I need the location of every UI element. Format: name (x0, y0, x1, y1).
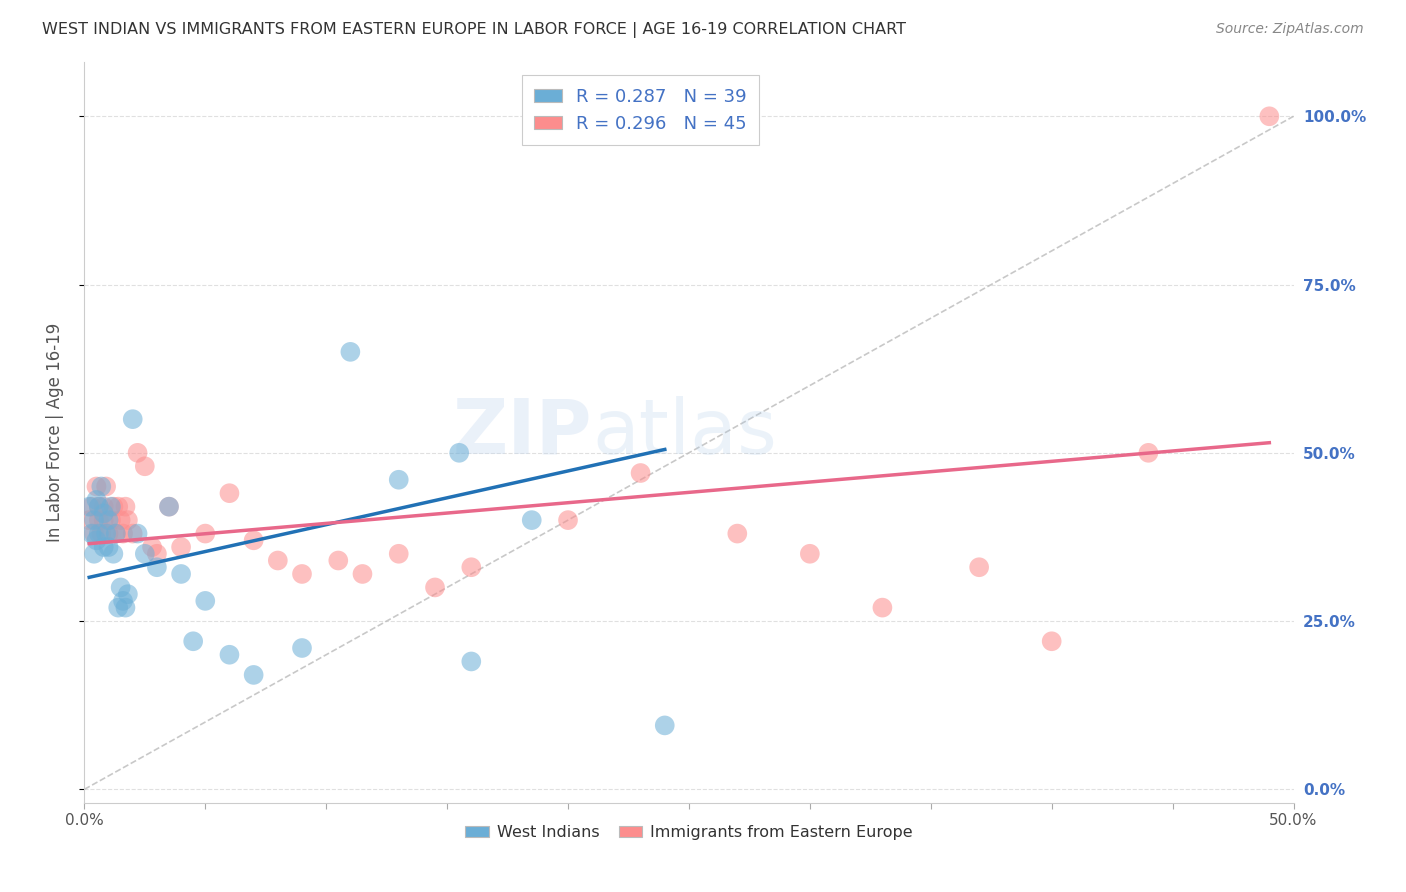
Text: ZIP: ZIP (453, 396, 592, 469)
Point (134, 547, 156, 561)
Point (194, 526, 217, 541)
Point (77, 513, 100, 527)
Point (460, 655, 482, 669)
Point (90, 479, 112, 493)
Point (1137, 446, 1160, 460)
Point (352, 566, 374, 581)
Point (1258, 109, 1281, 123)
Point (242, 533, 264, 548)
Point (86, 479, 108, 493)
Point (93, 540, 115, 554)
Point (291, 566, 314, 581)
Point (328, 553, 350, 567)
Point (80, 526, 103, 541)
Y-axis label: In Labor Force | Age 16-19: In Labor Force | Age 16-19 (45, 323, 63, 542)
Point (112, 526, 135, 541)
Point (112, 594, 135, 608)
Point (114, 600, 136, 615)
Point (110, 581, 132, 595)
Point (146, 560, 169, 574)
Point (104, 526, 127, 541)
Text: atlas: atlas (592, 396, 778, 469)
Text: WEST INDIAN VS IMMIGRANTS FROM EASTERN EUROPE IN LABOR FORCE | AGE 16-19 CORRELA: WEST INDIAN VS IMMIGRANTS FROM EASTERN E… (42, 22, 907, 38)
Point (100, 513, 122, 527)
Point (146, 547, 169, 561)
Point (107, 600, 129, 615)
Point (127, 446, 149, 460)
Point (725, 526, 748, 541)
Point (94, 479, 117, 493)
Point (339, 344, 361, 359)
Point (557, 513, 579, 527)
Point (97, 526, 120, 541)
Point (267, 553, 290, 567)
Point (194, 594, 217, 608)
Point (872, 600, 894, 615)
Point (80, 500, 103, 514)
Point (83, 547, 105, 561)
Point (90, 526, 112, 541)
Point (93, 507, 115, 521)
Point (114, 500, 136, 514)
Point (460, 560, 482, 574)
Point (799, 547, 821, 561)
Point (117, 587, 139, 601)
Point (630, 466, 652, 480)
Point (423, 581, 446, 595)
Point (127, 526, 149, 541)
Point (121, 412, 143, 426)
Point (93, 513, 115, 527)
Point (87, 500, 110, 514)
Point (107, 500, 129, 514)
Point (77, 500, 100, 514)
Point (83, 526, 105, 541)
Point (218, 486, 240, 500)
Point (388, 473, 411, 487)
Legend: West Indians, Immigrants from Eastern Europe: West Indians, Immigrants from Eastern Eu… (458, 819, 920, 847)
Point (97, 540, 120, 554)
Point (170, 566, 193, 581)
Point (134, 459, 156, 474)
Point (654, 718, 676, 732)
Point (94, 526, 117, 541)
Point (83, 513, 105, 527)
Point (520, 513, 543, 527)
Point (86, 492, 108, 507)
Point (181, 634, 204, 648)
Point (141, 540, 163, 554)
Point (157, 500, 180, 514)
Point (121, 526, 143, 541)
Point (86, 533, 108, 548)
Point (388, 547, 411, 561)
Point (967, 560, 990, 574)
Text: Source: ZipAtlas.com: Source: ZipAtlas.com (1216, 22, 1364, 37)
Point (87, 513, 110, 527)
Point (100, 500, 122, 514)
Point (87, 500, 110, 514)
Point (170, 540, 193, 554)
Point (104, 526, 127, 541)
Point (110, 513, 132, 527)
Point (291, 640, 314, 655)
Point (87, 526, 110, 541)
Point (1040, 634, 1063, 648)
Point (242, 668, 264, 682)
Point (97, 513, 120, 527)
Point (103, 500, 125, 514)
Point (103, 547, 125, 561)
Point (157, 500, 180, 514)
Point (449, 446, 471, 460)
Point (117, 513, 139, 527)
Point (93, 500, 115, 514)
Point (218, 648, 240, 662)
